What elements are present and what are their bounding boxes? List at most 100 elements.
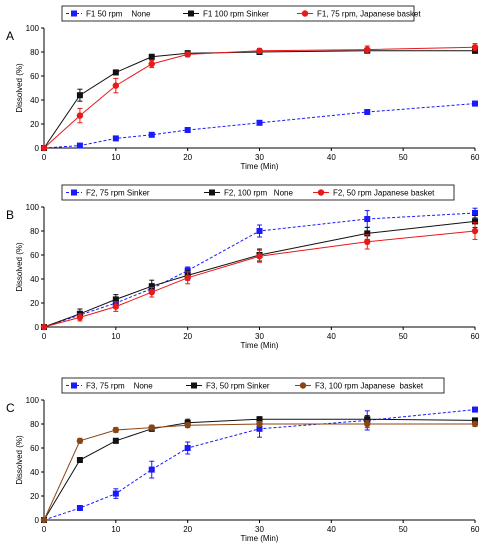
data-point [364,216,371,222]
legend-label: F1, 75 rpm, Japanese basket [317,10,421,19]
y-tick-label: 0 [35,323,40,332]
data-point [76,142,83,149]
y-tick-label: 60 [30,72,39,81]
series-line [43,423,475,521]
data-point [76,92,83,99]
series-line [43,418,476,521]
legend-label: F1 50 rpm None [86,10,151,19]
y-tick-label: 100 [26,203,40,212]
data-point [364,46,371,53]
legend-marker [71,189,77,196]
y-tick-label: 20 [30,299,39,308]
legend-box [61,377,445,394]
data-point [184,51,191,58]
data-point [112,490,119,497]
y-tick-label: 100 [26,396,40,405]
x-axis-label: Time (Min) [241,534,279,543]
x-tick-label: 20 [183,332,192,341]
data-point [148,131,155,138]
data-point [256,47,263,54]
x-tick-label: 20 [183,153,192,162]
series-1 [41,100,478,151]
data-point [256,416,263,423]
data-point [184,445,191,451]
data-point [256,228,263,234]
data-point [112,296,119,303]
data-point [256,253,263,260]
series-line [43,230,476,328]
legend: F2, 75 rpm Sinker F2, 100 rpm None F2, 50 … [61,184,455,201]
series-line [43,103,476,149]
data-point [76,437,84,444]
data-point [148,289,155,296]
data-point [40,323,48,331]
y-tick-label: 40 [30,468,39,477]
legend-label: F2, 75 rpm Sinker [86,189,150,198]
x-tick-label: 50 [399,525,408,534]
x-tick-label: 40 [327,153,336,162]
legend-marker [209,189,215,196]
legend-label: F3, 75 rpm None [86,382,153,391]
series-2 [41,214,478,330]
data-point [472,100,478,107]
y-tick-label: 80 [30,420,39,429]
y-tick-label: 20 [30,120,39,129]
x-tick-label: 30 [255,153,264,162]
data-point [148,424,155,431]
x-axis-label: Time (Min) [241,341,279,350]
x-tick-label: 60 [471,153,480,162]
data-point [472,417,478,424]
data-point [184,127,191,133]
x-tick-label: 0 [42,332,47,341]
y-axis-label: Dissolved (%) [15,435,24,485]
series-line [43,220,476,328]
data-point [76,505,83,511]
y-tick-label: 20 [30,492,39,501]
y-tick-label: 60 [30,444,39,453]
x-tick-label: 60 [471,525,480,534]
x-tick-label: 10 [111,332,120,341]
chart-panel-C: 0 20 40 60 80 100 0 10 20 30 40 50 60 Time (Min) Disso… [6,377,480,543]
y-tick-label: 100 [26,24,40,33]
data-point [472,218,478,225]
legend-marker [299,382,307,389]
x-tick-label: 10 [111,153,120,162]
data-point [112,303,120,310]
legend-label: F2, 100 rpm None [224,189,293,198]
data-point [40,516,48,524]
legend-label: F2, 50 rpm Japanese basket [333,189,435,198]
data-point [472,210,478,216]
y-tick-label: 0 [35,516,40,525]
series-3 [40,419,479,524]
data-point [364,109,371,115]
legend-label: F3, 50 rpm Sinker [206,382,270,391]
data-point [112,437,119,444]
data-point [364,238,371,245]
x-axis-label: Time (Min) [241,162,279,171]
x-tick-label: 60 [471,332,480,341]
legend-marker [71,382,77,389]
x-tick-label: 0 [42,153,47,162]
legend: F3, 75 rpm None F3, 50 rpm Sinker F3, 100 … [61,377,445,394]
y-tick-label: 80 [30,227,39,236]
legend-box [61,5,415,22]
panel-label: C [6,401,15,415]
data-point [471,44,479,51]
x-tick-label: 10 [111,525,120,534]
data-point [112,82,120,89]
x-tick-label: 30 [255,525,264,534]
series-2 [41,47,478,151]
data-point [471,227,479,235]
data-point [76,314,84,321]
y-tick-label: 80 [30,48,39,57]
data-point [184,274,191,281]
x-tick-label: 20 [183,525,192,534]
legend-marker [317,189,325,196]
y-tick-label: 0 [35,144,40,153]
data-point [112,135,119,142]
series-3 [40,43,479,152]
data-point [76,457,83,463]
legend-marker [191,382,197,389]
panel-label: A [6,29,14,43]
x-tick-label: 40 [327,332,336,341]
